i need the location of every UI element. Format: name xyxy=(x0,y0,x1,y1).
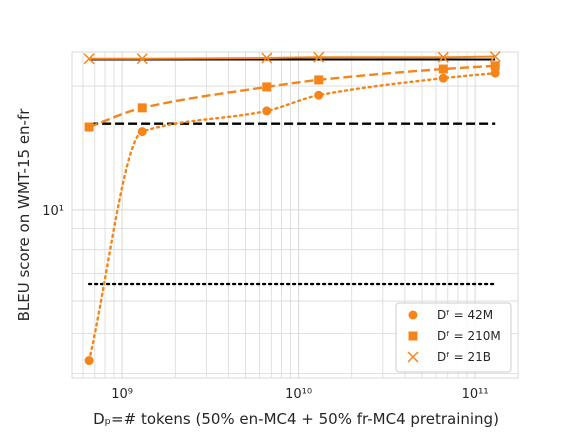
data-point-1-5 xyxy=(490,61,500,71)
data-point-2-0-stroke xyxy=(83,53,95,65)
data-point-1-4 xyxy=(438,64,448,74)
legend-label-2: Dᶠ = 21B xyxy=(437,350,491,364)
x-tick-label: 10¹¹ xyxy=(462,387,489,402)
data-point-0-2 xyxy=(262,106,272,116)
legend: Dᶠ = 42M Dᶠ = 210M Dᶠ = 21B xyxy=(395,302,512,373)
data-point-1-3 xyxy=(314,75,324,85)
data-point-0-4 xyxy=(438,73,448,83)
data-points xyxy=(83,50,501,366)
legend-marker-1 xyxy=(408,331,418,341)
legend-label-0: Dᶠ = 42M xyxy=(437,308,493,322)
legend-marker-2-stroke xyxy=(407,351,419,363)
x-tick-labels: 10⁹ 10¹⁰ 10¹¹ xyxy=(111,387,488,402)
plot-frame xyxy=(71,51,519,379)
x-tick-label: 10⁹ xyxy=(111,387,133,402)
data-point-2-4 xyxy=(437,51,449,63)
data-point-0-1 xyxy=(137,127,147,137)
data-point-2-0 xyxy=(83,53,95,65)
data-point-2-1 xyxy=(136,53,148,65)
legend-box xyxy=(395,302,512,373)
data-point-2-3-stroke xyxy=(313,51,325,63)
data-point-1-1 xyxy=(137,103,147,113)
data-point-2-3 xyxy=(313,51,325,63)
legend-marker-2 xyxy=(407,351,419,363)
y-tick-label: 10¹ xyxy=(42,204,64,219)
x-axis-label: Dₚ=# tokens (50% en-MC4 + 50% fr-MC4 pre… xyxy=(93,410,499,428)
y-tick-labels: 10¹ xyxy=(42,204,64,219)
data-point-2-5-stroke xyxy=(489,50,501,63)
data-point-2-1-stroke xyxy=(136,53,148,65)
legend-label-1: Dᶠ = 210M xyxy=(437,329,501,343)
y-axis-label: BLEU score on WMT-15 en-fr xyxy=(15,108,33,322)
x-tick-label: 10¹⁰ xyxy=(285,387,312,402)
data-point-0-0 xyxy=(84,356,94,366)
data-point-2-4-stroke xyxy=(437,51,449,63)
data-point-1-2 xyxy=(262,82,272,92)
data-point-2-2-stroke xyxy=(261,52,273,64)
data-point-2-5 xyxy=(489,50,501,63)
data-point-1-0 xyxy=(84,122,94,132)
legend-marker-0 xyxy=(408,310,418,320)
data-point-2-2 xyxy=(261,52,273,64)
data-point-0-5 xyxy=(490,68,500,78)
data-point-0-3 xyxy=(314,90,324,100)
